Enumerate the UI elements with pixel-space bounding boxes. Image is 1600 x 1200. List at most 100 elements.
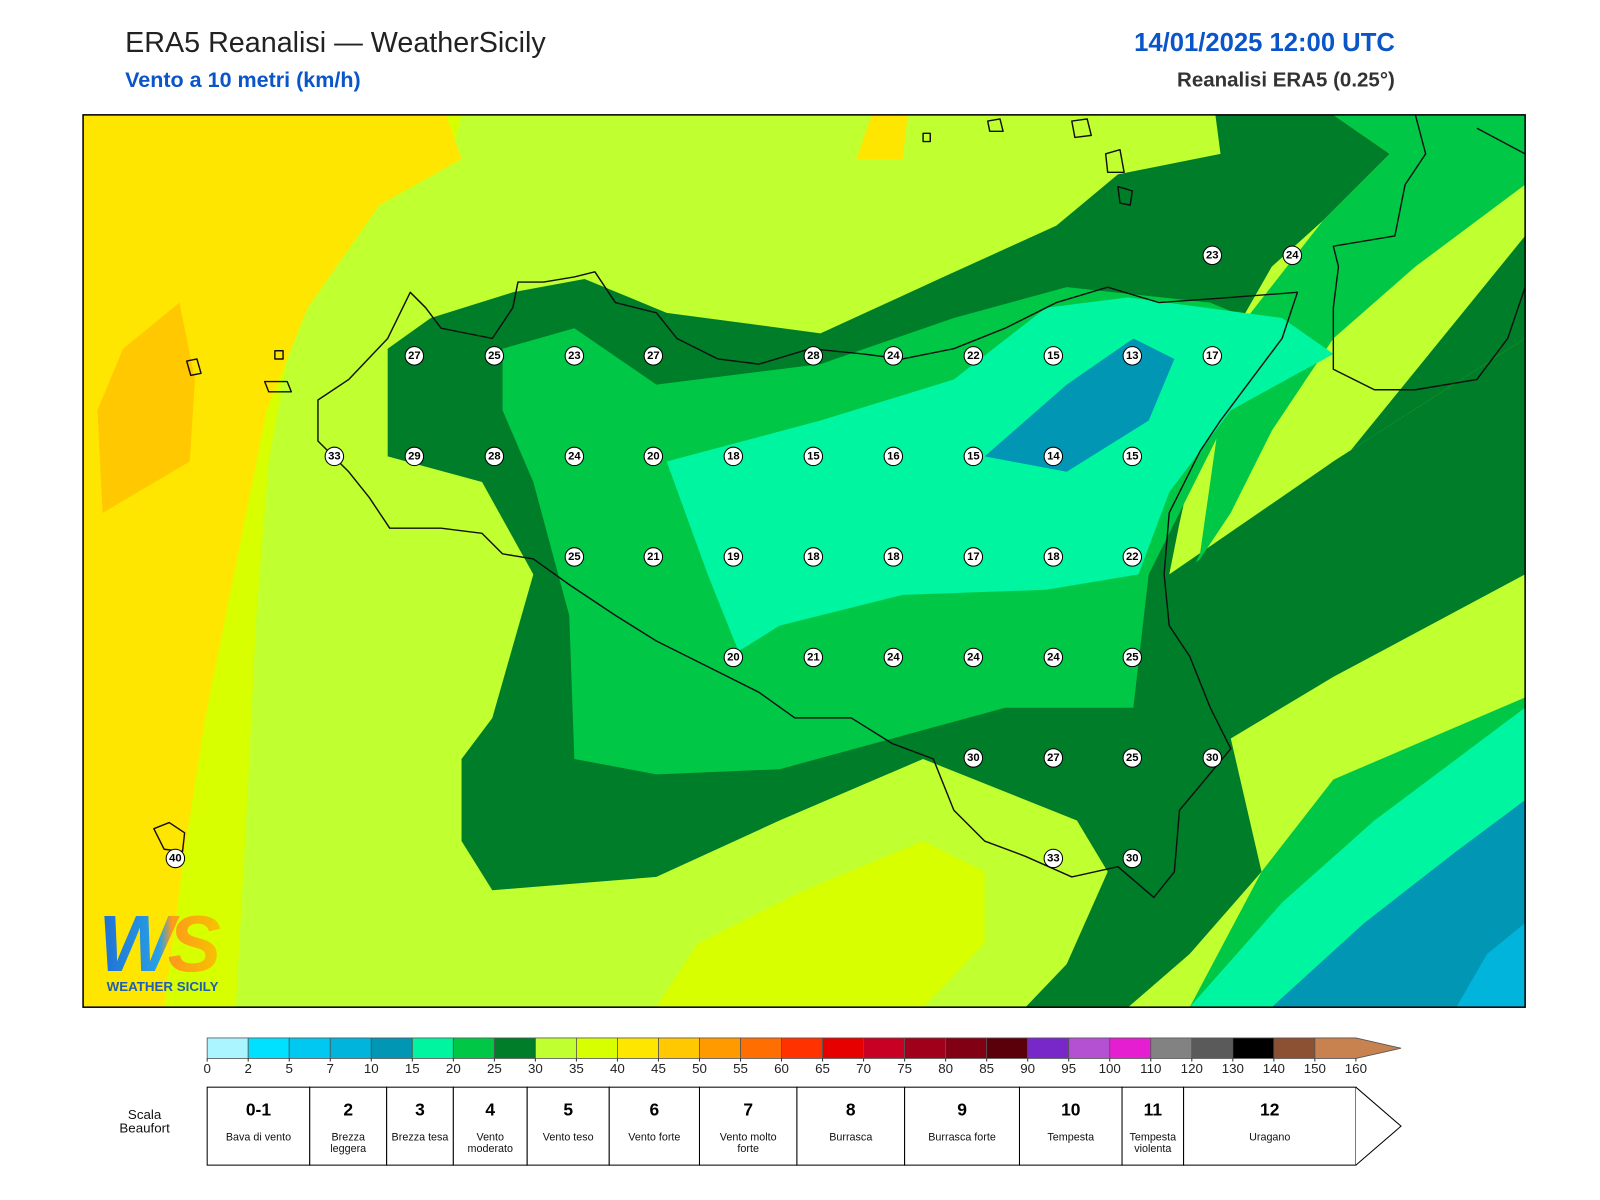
beaufort-force: 11 [1144,1100,1163,1120]
colorbar-tick-label: 35 [569,1061,584,1076]
colorbar-tick-label: 45 [651,1061,666,1076]
station-value: 27 [408,350,421,362]
colorbar-tick-label: 150 [1304,1061,1326,1076]
colorbar-tick-label: 85 [979,1061,994,1076]
datetime: 14/01/2025 12:00 UTC [1134,29,1395,57]
beaufort-box [904,1086,1020,1166]
colorbar-tick-label: 25 [487,1061,502,1076]
coastline-calabria [1476,127,1526,155]
station-value: 25 [1126,752,1139,764]
beaufort-box [608,1086,700,1166]
station-marker [803,547,824,567]
beaufort-label-box: Bava di vento [226,1132,291,1143]
station-value: 24 [887,651,900,663]
station-value: 24 [1047,651,1060,663]
station-value: 30 [1126,852,1139,864]
station-marker [883,647,904,668]
colorbar-tick-label: 7 [327,1061,334,1076]
subtitle: Vento a 10 metri (km/h) [125,68,361,92]
station-value: 18 [1047,551,1060,563]
beaufort-label-box: Vento moderato [468,1132,513,1154]
beaufort-force: 10 [1061,1100,1080,1120]
station-value: 19 [727,551,740,563]
colorbar-box [740,1037,782,1059]
colorbar-tick-label: 160 [1345,1061,1367,1076]
station-value: 15 [1047,350,1060,362]
station-marker [1043,748,1064,768]
station-marker [484,346,505,366]
station-marker [963,547,984,567]
station-value: 33 [1047,852,1060,864]
station-marker [643,346,664,366]
beaufort-label: Tempesta violenta [1129,1132,1177,1155]
colorbar-tick-label: 130 [1222,1061,1244,1076]
station-marker [883,346,904,366]
station-value: 14 [1047,450,1060,462]
station-marker [564,346,585,366]
beaufort-label-box: Tempesta [1047,1132,1095,1144]
beaufort-box [1183,1086,1357,1166]
beaufort-force: 6 [650,1100,660,1120]
field-15-20 [666,297,1334,652]
station-value: 15 [1126,450,1139,462]
beaufort-force: 8 [846,1100,856,1120]
field-25-30 [1169,235,1526,616]
colorbar: 0 2 5 7 10 15 20 25 30 35 40 45 50 55 60 65 70 75 80 85 90 95… [203,1037,1402,1076]
colorbar-box [617,1037,659,1059]
station-marker [1282,245,1303,266]
station-value: 21 [807,651,820,663]
colorbar-tick-label: 70 [856,1061,871,1076]
station-marker [643,446,664,467]
beaufort-force: 9 [957,1100,967,1120]
field-40-45 [856,114,908,159]
beaufort-force: 0-1 [246,1100,271,1120]
field-45-50 [97,302,195,513]
colorbar-tick-label: 10 [364,1061,379,1076]
beaufort-label-box: Vento forte [628,1132,680,1143]
station-marker [1043,547,1064,567]
station-marker [803,346,824,366]
station-value: 24 [1286,249,1299,261]
map-frame [82,114,1526,1008]
station-marker [963,647,984,668]
beaufort-label-box: Burrasca forte [928,1132,996,1143]
station-marker [484,446,505,467]
beaufort-force: 7 [743,1100,753,1120]
station-value: 25 [568,551,581,563]
colorbar-tick-label: 120 [1181,1061,1203,1076]
map: 23 24 27 25 23 27 28 24 22 15 13 17 33 29 28 24 20 18 15 16… [83,114,1526,1008]
station-value: 23 [1206,249,1219,261]
station-value: 18 [727,450,740,462]
station-marker [803,647,824,668]
station-marker [1122,446,1143,467]
beaufort-label-box: Uragano [1249,1132,1291,1144]
beaufort-label: Tempesta [1047,1132,1095,1144]
colorbar-box [1150,1037,1193,1059]
colorbar-tick-label: 50 [692,1061,707,1076]
station-marker [723,647,744,668]
beaufort-box [206,1086,311,1166]
beaufort-label: Uragano [1249,1132,1291,1144]
beaufort-label: Brezza tesa [391,1132,449,1144]
beaufort-label-box: Vento molto forte [720,1132,777,1154]
colorbar-box [699,1037,741,1059]
station-value: 28 [807,350,820,362]
colorbar-tick-label: 2 [244,1061,251,1076]
station-value: 20 [647,450,660,462]
colorbar-box [904,1037,947,1059]
station-value: 33 [328,450,341,462]
colorbar-box [1273,1037,1316,1059]
station-value: 15 [807,450,820,462]
station-marker [165,848,186,869]
station-value: 30 [1206,752,1219,764]
station-value: 30 [967,752,980,764]
beaufort-force: 12 [1260,1100,1279,1120]
colorbar-tick-label: 75 [897,1061,912,1076]
coastline-calabria [1332,114,1526,391]
station-value: 18 [887,551,900,563]
station-value: 22 [1126,551,1139,563]
colorbar-box [576,1037,618,1059]
logo-caption: WEATHER SICILY [107,979,219,994]
station-value: 17 [967,551,980,563]
